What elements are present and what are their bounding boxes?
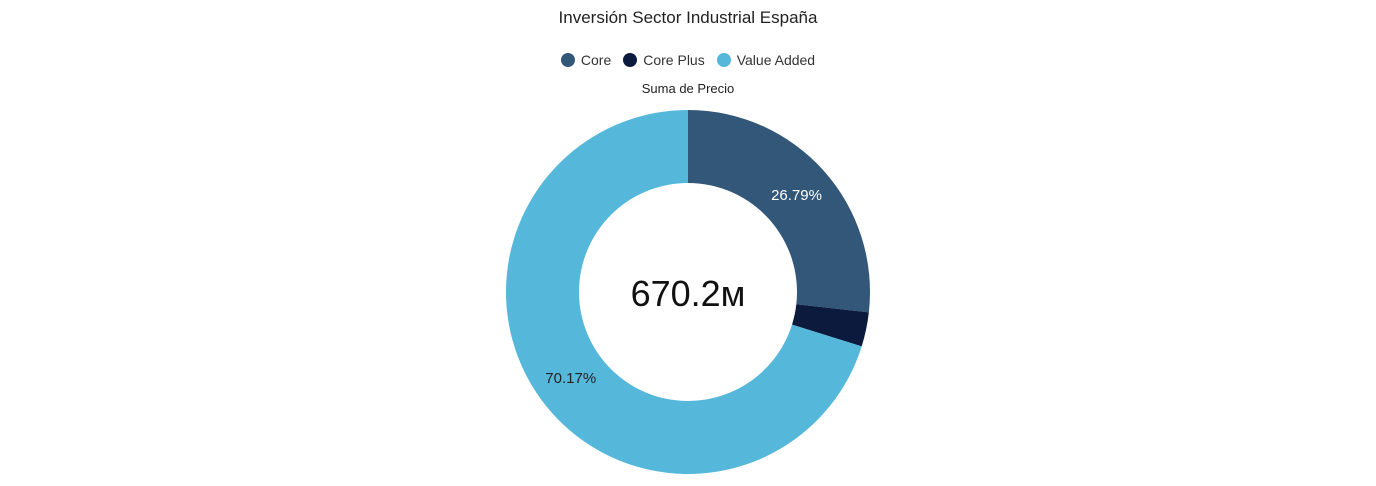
donut-slice-value-added[interactable] bbox=[506, 110, 862, 475]
legend-item-core[interactable]: Core bbox=[560, 52, 612, 68]
donut-slice-core-plus[interactable] bbox=[792, 304, 869, 347]
legend-label-core-plus: Core Plus bbox=[643, 52, 705, 68]
legend-label-value-added: Value Added bbox=[736, 52, 816, 68]
donut-slice-labels: 26.79% 70.17% bbox=[545, 187, 822, 387]
slice-label-value-added: 70.17% bbox=[545, 370, 596, 387]
legend-swatch-core bbox=[560, 53, 575, 67]
legend-item-value-added[interactable]: Value Added bbox=[716, 52, 816, 68]
legend: Core Core Plus Value Added bbox=[0, 52, 1376, 68]
donut-slice-core[interactable] bbox=[688, 110, 871, 313]
legend-swatch-value-added bbox=[716, 53, 731, 67]
slice-label-core: 26.79% bbox=[771, 187, 822, 204]
legend-swatch-core-plus bbox=[623, 53, 638, 67]
legend-label-core: Core bbox=[580, 52, 612, 68]
center-total-label: 670.2м bbox=[631, 273, 746, 314]
chart-subtitle: Suma de Precio bbox=[641, 81, 735, 96]
donut-slices bbox=[506, 110, 871, 475]
legend-item-core-plus[interactable]: Core Plus bbox=[623, 52, 705, 68]
chart-title: Inversión Sector Industrial España bbox=[558, 8, 818, 27]
